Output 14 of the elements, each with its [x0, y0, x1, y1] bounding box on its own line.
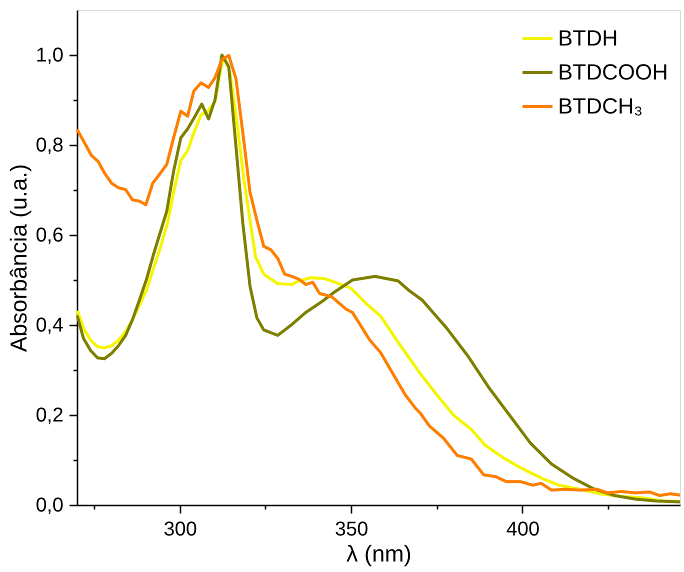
- x-tick-label: 300: [164, 518, 197, 540]
- y-tick-label: 0,8: [36, 134, 64, 156]
- y-tick-label: 0,6: [36, 224, 64, 246]
- y-tick-label: 0,4: [36, 314, 64, 336]
- x-tick-label: 400: [506, 518, 540, 540]
- legend-label: BTDCH₃: [558, 94, 643, 118]
- y-axis-title: Absorbância (u.a.): [6, 164, 32, 352]
- x-tick-label: 350: [334, 518, 368, 540]
- x-axis-title: λ (nm): [346, 540, 412, 566]
- y-tick-label: 0,2: [36, 404, 64, 426]
- y-tick-label: 1,0: [36, 44, 64, 66]
- legend-label: BTDH: [558, 26, 618, 50]
- legend-label: BTDCOOH: [558, 60, 668, 84]
- y-tick-label: 0,0: [36, 494, 64, 516]
